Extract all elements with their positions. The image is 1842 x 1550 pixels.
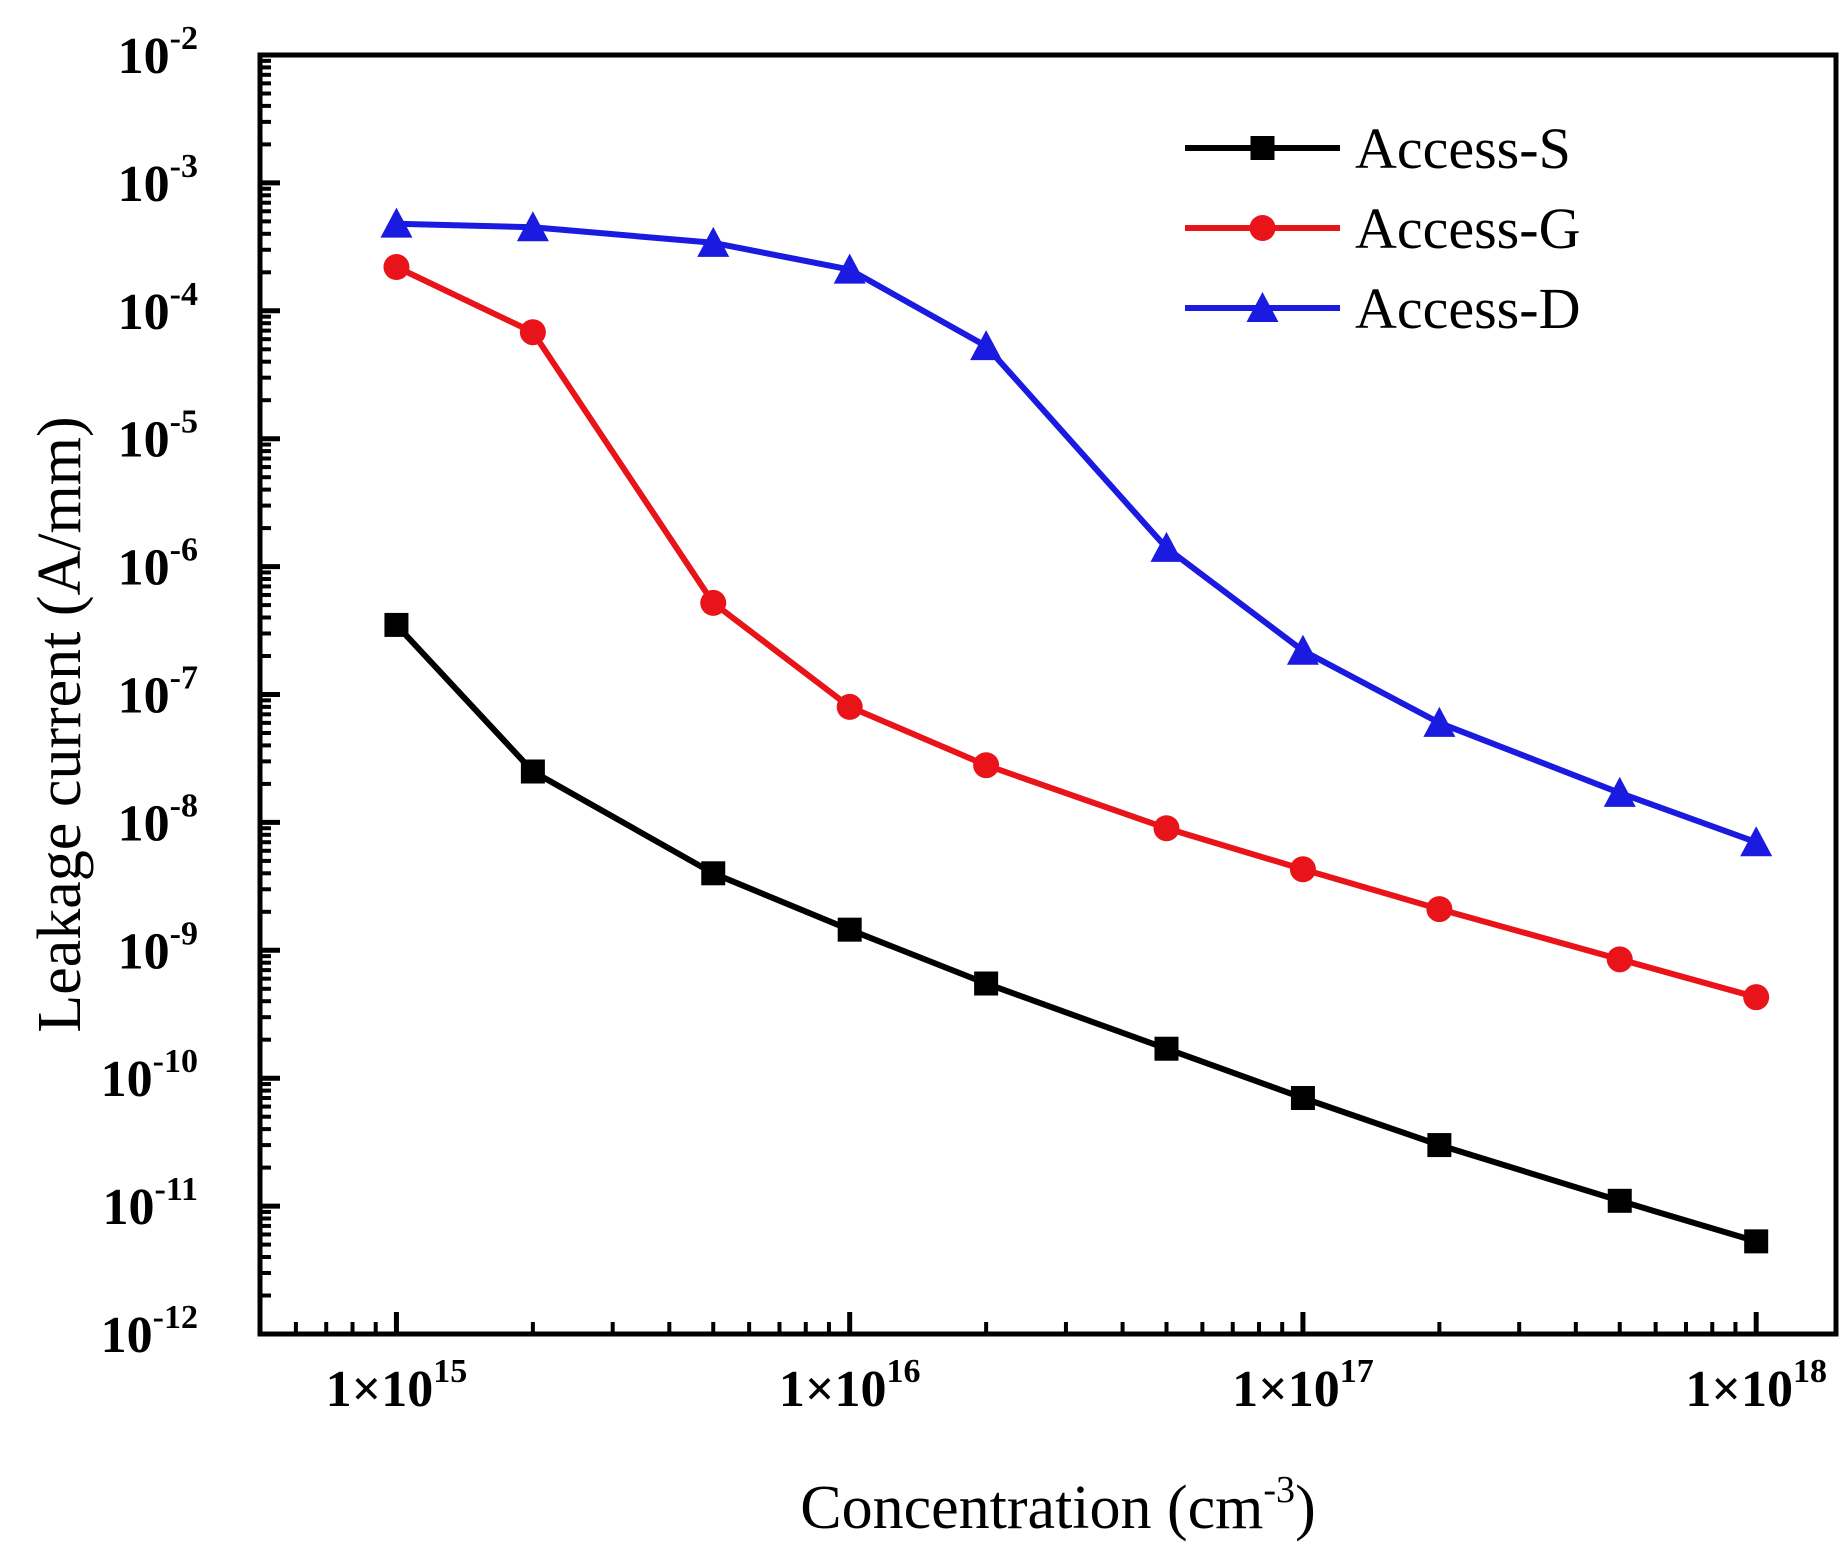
legend-marker: [1246, 292, 1279, 322]
data-point: [520, 759, 545, 784]
series-access-s: [384, 612, 1769, 1254]
data-point: [1744, 1229, 1769, 1254]
data-point: [1603, 776, 1636, 807]
data-point: [697, 226, 730, 257]
y-tick-label: 10-5: [118, 404, 198, 469]
x-tick-label: 1×1018: [1685, 1353, 1827, 1418]
axes: 10-2 10-3 10-4 10-5 10-6 10-7 10-8 10-9 10-10 10-…: [101, 20, 1839, 1418]
legend-label: Access-S: [1355, 116, 1571, 181]
data-point: [1290, 1086, 1315, 1111]
y-tick-label: 10-11: [103, 1171, 198, 1236]
legend-entry: Access-D: [1185, 276, 1580, 341]
data-point: [1426, 896, 1453, 923]
data-point: [974, 971, 999, 996]
plot-frame: [257, 52, 1839, 1337]
data-point: [1286, 634, 1319, 665]
data-point: [970, 330, 1003, 361]
y-tick-label: 10-6: [118, 532, 198, 597]
series-access-g: [383, 254, 1770, 1011]
data-point: [1743, 984, 1770, 1011]
y-tick-label: 10-12: [101, 1299, 198, 1364]
y-axis-title: Leakage current (A/mm): [26, 416, 94, 1032]
y-tick-label: 10-8: [118, 787, 198, 852]
data-point: [1427, 1133, 1452, 1158]
axis-titles: Concentration (cm-3) Leakage current (A/m…: [26, 416, 1316, 1542]
series-access-d: [380, 207, 1773, 857]
data-point: [1607, 1188, 1632, 1213]
series-marks: [380, 207, 1773, 1254]
data-point: [1740, 826, 1773, 857]
data-point: [384, 612, 409, 637]
legend-entry: Access-G: [1185, 196, 1580, 261]
data-point: [700, 589, 727, 616]
series-line: [396, 220, 1758, 846]
legend: Access-S Access-G Access-D: [1185, 116, 1580, 341]
y-tick-label: 10-9: [118, 915, 198, 980]
data-point: [701, 861, 726, 886]
data-point: [519, 319, 546, 346]
legend-label: Access-D: [1355, 276, 1580, 341]
x-tick-label: 1×1015: [326, 1353, 468, 1418]
x-axis-title: Concentration (cm-3): [800, 1469, 1315, 1542]
series-line: [394, 622, 1758, 1245]
data-point: [1150, 531, 1183, 562]
y-tick-label: 10-4: [118, 276, 198, 341]
data-point: [1154, 1036, 1179, 1061]
data-point: [516, 211, 549, 242]
data-point: [383, 254, 410, 281]
data-point: [836, 693, 863, 720]
data-point: [1606, 946, 1633, 973]
x-tick-label: 1×1016: [779, 1353, 921, 1418]
x-tick-label: 1×1017: [1232, 1353, 1374, 1418]
y-tick-label: 10-2: [118, 20, 198, 85]
legend-label: Access-G: [1355, 196, 1580, 261]
data-point: [1289, 856, 1316, 883]
series-line: [395, 264, 1758, 1001]
data-point: [837, 917, 862, 942]
y-tick-label: 10-3: [118, 148, 198, 213]
data-point: [833, 253, 866, 284]
legend-marker: [1250, 136, 1275, 160]
data-point: [1423, 706, 1456, 737]
data-point: [973, 752, 1000, 779]
legend-marker: [1249, 215, 1276, 241]
data-point: [380, 207, 413, 238]
y-tick-label: 10-7: [118, 660, 198, 725]
data-point: [1153, 815, 1180, 842]
legend-entry: Access-S: [1185, 116, 1571, 181]
y-tick-label: 10-10: [101, 1043, 198, 1108]
